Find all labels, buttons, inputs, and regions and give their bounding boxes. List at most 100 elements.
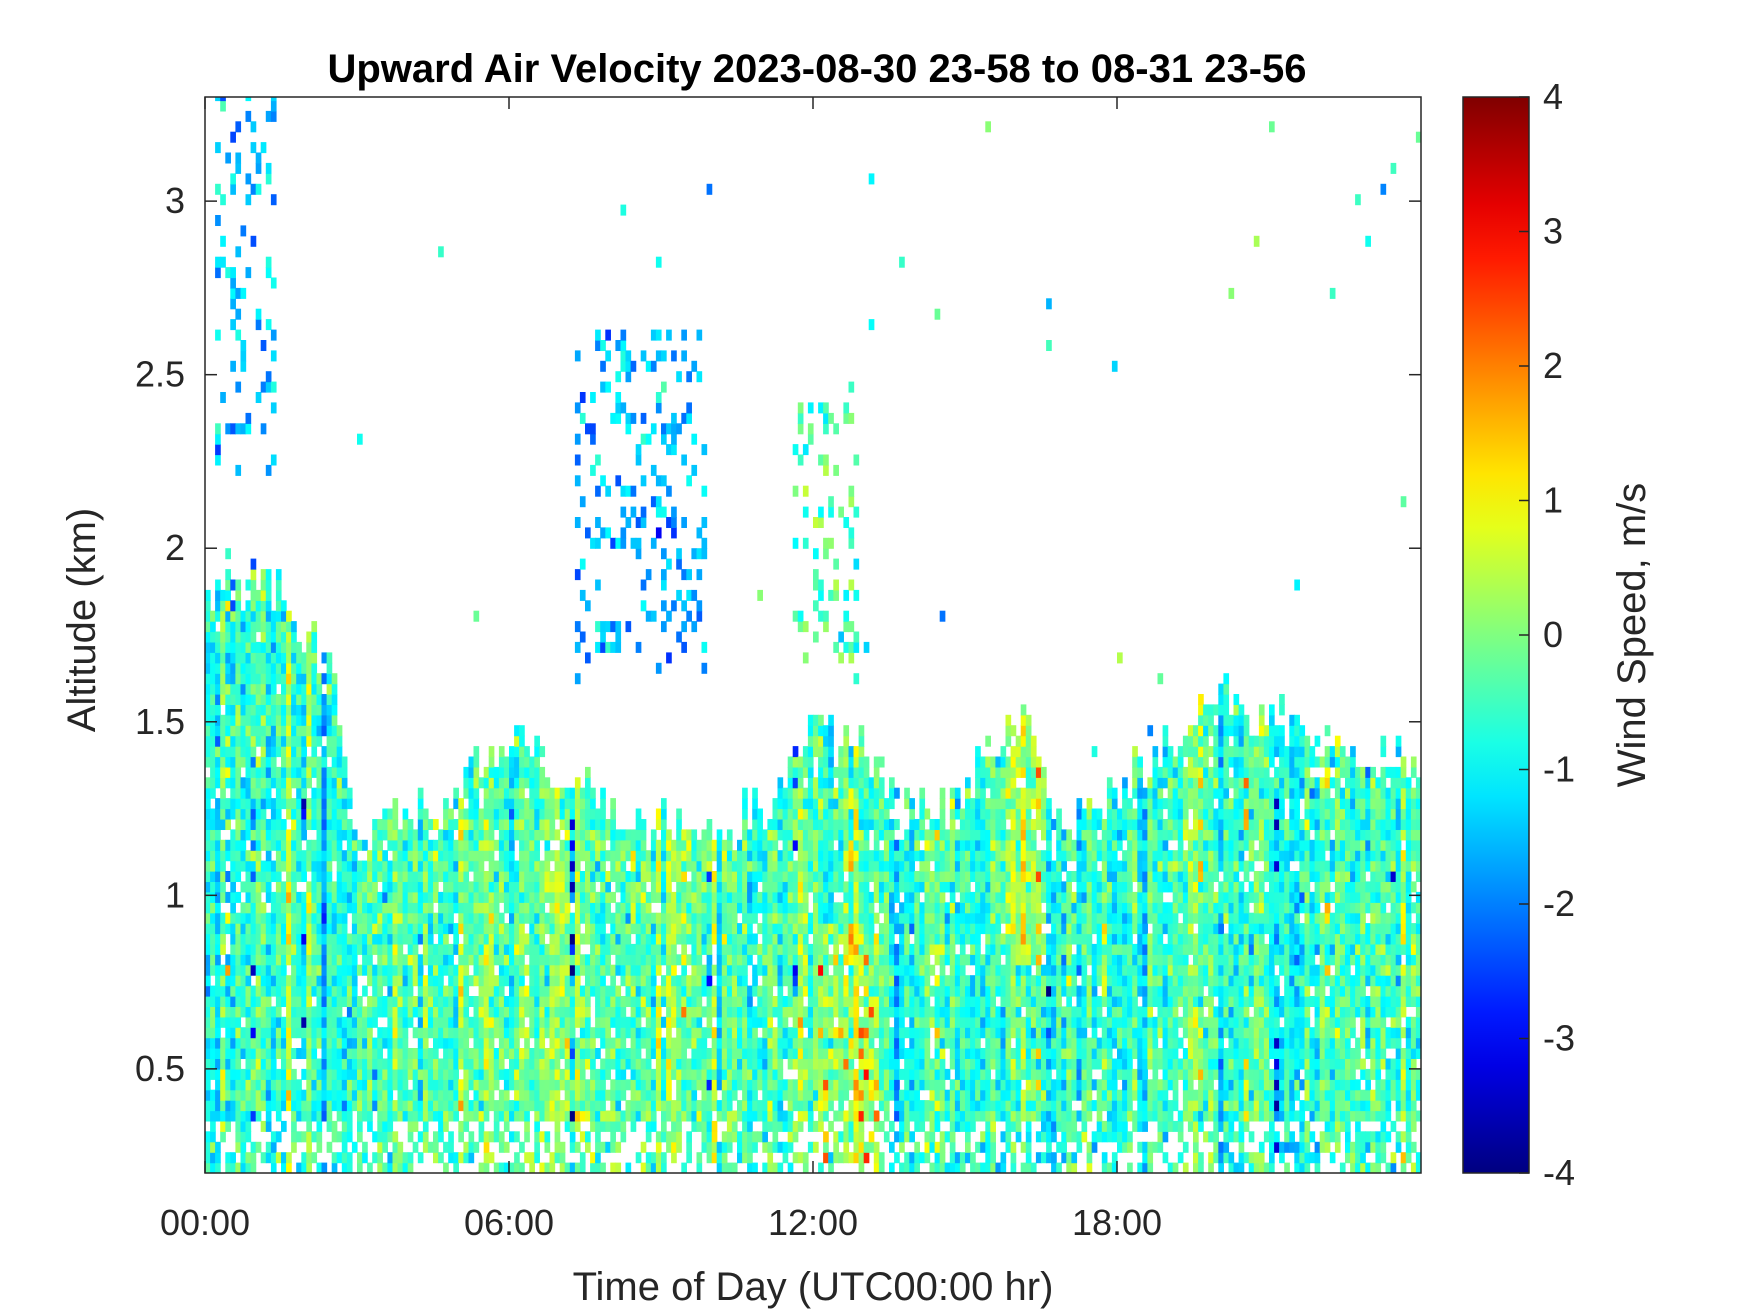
heatmap-cell <box>281 777 287 789</box>
heatmap-cell <box>291 808 297 820</box>
heatmap-cell <box>453 860 459 872</box>
heatmap-cell <box>650 496 657 508</box>
heatmap-cell <box>757 923 763 935</box>
heatmap-cell <box>691 954 698 966</box>
heatmap-cell <box>412 964 419 976</box>
heatmap-cell <box>620 402 627 414</box>
heatmap-cell <box>686 975 692 987</box>
heatmap-cell <box>752 891 758 903</box>
heatmap-cell <box>367 1016 373 1028</box>
heatmap-cell <box>772 964 779 976</box>
heatmap-cell <box>331 673 338 685</box>
heatmap-cell <box>357 1016 363 1028</box>
heatmap-cell <box>650 850 657 862</box>
heatmap-cell <box>260 787 267 799</box>
heatmap-cell <box>281 673 287 685</box>
heatmap-cell <box>691 433 698 445</box>
heatmap-cell <box>661 860 667 872</box>
heatmap-cell <box>225 954 231 966</box>
heatmap-cell <box>412 871 419 883</box>
heatmap-cell <box>392 975 399 987</box>
heatmap-cell <box>270 454 277 466</box>
heatmap-cell <box>306 631 312 643</box>
heatmap-cell <box>493 891 500 903</box>
heatmap-cell <box>823 1131 829 1143</box>
heatmap-cell <box>291 766 297 778</box>
heatmap-cell <box>240 819 247 831</box>
heatmap-cell <box>519 1079 525 1091</box>
heatmap-cell <box>666 1079 672 1091</box>
heatmap-cell <box>412 923 419 935</box>
heatmap-cell <box>579 392 586 404</box>
heatmap-cell <box>640 943 647 955</box>
heatmap-cell <box>762 1068 768 1080</box>
heatmap-cell <box>539 1048 546 1060</box>
heatmap-cell <box>777 975 784 987</box>
heatmap-cell <box>245 829 252 841</box>
heatmap-cell <box>549 1027 556 1039</box>
heatmap-cell <box>605 964 611 976</box>
heatmap-cell <box>731 996 738 1008</box>
heatmap-cell <box>752 912 758 924</box>
heatmap-cell <box>301 996 307 1008</box>
heatmap-cell <box>640 1058 647 1070</box>
heatmap-cell <box>281 683 287 695</box>
heatmap-cell <box>661 1037 667 1049</box>
heatmap-cell <box>610 1016 616 1028</box>
heatmap-cell <box>595 871 601 883</box>
heatmap-cell <box>240 798 247 810</box>
heatmap-cell <box>265 1120 272 1132</box>
heatmap-cell <box>559 1152 566 1164</box>
heatmap-cell <box>579 933 586 945</box>
heatmap-cell <box>691 975 698 987</box>
heatmap-cell <box>468 1027 475 1039</box>
heatmap-cell <box>498 756 505 768</box>
heatmap-cell <box>326 1110 333 1122</box>
heatmap-cell <box>802 881 809 893</box>
heatmap-cell <box>757 1016 763 1028</box>
heatmap-cell <box>574 1048 581 1060</box>
heatmap-cell <box>392 985 399 997</box>
heatmap-cell <box>215 860 221 872</box>
heatmap-cell <box>296 683 302 695</box>
heatmap-cell <box>311 735 318 747</box>
heatmap-cell <box>433 1100 439 1112</box>
heatmap-cell <box>448 902 454 914</box>
heatmap-cell <box>823 1058 829 1070</box>
heatmap-cell <box>478 1037 485 1049</box>
heatmap-cell <box>569 850 576 862</box>
heatmap-cell <box>524 756 530 768</box>
heatmap-cell <box>331 714 338 726</box>
heatmap-cell <box>291 923 297 935</box>
heatmap-cell <box>235 766 242 778</box>
heatmap-cell <box>235 798 242 810</box>
heatmap-cell <box>600 1058 606 1070</box>
heatmap-cell <box>362 860 368 872</box>
heatmap-cell <box>767 871 774 883</box>
heatmap-cell <box>270 756 277 768</box>
heatmap-cell <box>514 871 520 883</box>
heatmap-cell <box>838 850 844 862</box>
heatmap-cell <box>661 1068 667 1080</box>
heatmap-cell <box>235 943 242 955</box>
heatmap-cell <box>792 1027 799 1039</box>
heatmap-cell <box>362 933 368 945</box>
heatmap-cell <box>422 1058 429 1070</box>
heatmap-cell <box>524 985 530 997</box>
heatmap-cell <box>792 1079 799 1091</box>
heatmap-cell <box>281 787 287 799</box>
heatmap-cell <box>281 860 287 872</box>
heatmap-cell <box>230 610 236 622</box>
heatmap-cell <box>797 985 804 997</box>
heatmap-cell <box>291 704 297 716</box>
heatmap-cell <box>696 996 703 1008</box>
heatmap-cell <box>255 641 262 653</box>
heatmap-cell <box>255 756 262 768</box>
heatmap-cell <box>534 1016 540 1028</box>
heatmap-cell <box>265 1037 272 1049</box>
heatmap-cell <box>569 1110 576 1122</box>
heatmap-cell <box>488 1006 495 1018</box>
heatmap-cell <box>397 1016 404 1028</box>
heatmap-cell <box>240 756 247 768</box>
heatmap-cell <box>336 1027 343 1039</box>
